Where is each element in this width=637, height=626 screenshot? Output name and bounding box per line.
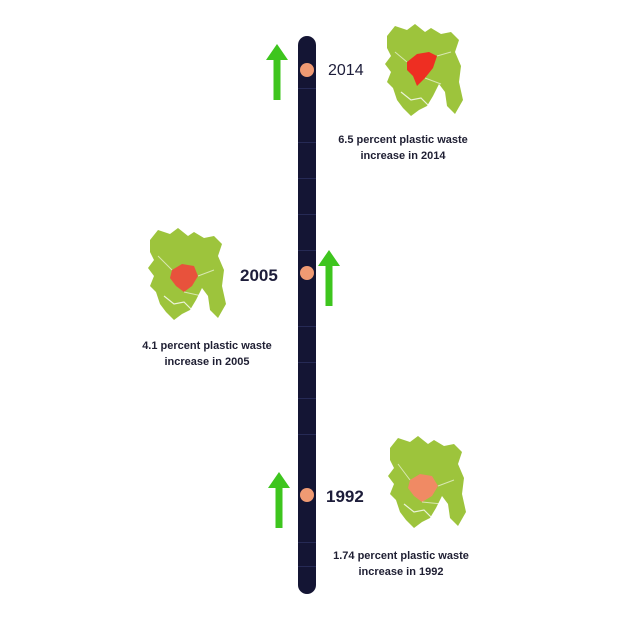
timeline-tick [298,398,316,399]
milestone-caption-2014: 6.5 percent plastic waste increase in 20… [318,132,488,164]
milestone-year-2014: 2014 [328,62,364,79]
timeline-tick [298,178,316,179]
timeline-tick [298,362,316,363]
milestone-dot-1992 [300,488,314,502]
timeline-tick [298,566,316,567]
up-arrow-icon [318,250,340,306]
up-arrow-icon [266,44,288,100]
timeline-tick [298,326,316,327]
bangladesh-map-icon [388,436,466,528]
milestone-caption-1992: 1.74 percent plastic waste increase in 1… [316,548,486,580]
caption-line: increase in 2005 [164,356,250,368]
timeline-tick [298,434,316,435]
timeline-tick [298,542,316,543]
caption-line: increase in 1992 [358,566,444,578]
milestone-dot-2014 [300,63,314,77]
timeline-tick [298,214,316,215]
caption-line: 4.1 percent plastic waste [142,340,272,352]
timeline-tick [298,142,316,143]
milestone-caption-2005: 4.1 percent plastic waste increase in 20… [122,338,292,370]
caption-line: 6.5 percent plastic waste [338,134,468,146]
bangladesh-map-icon [148,228,226,320]
caption-line: increase in 2014 [360,150,446,162]
caption-line: 1.74 percent plastic waste [333,550,469,562]
timeline-bar [298,36,316,594]
timeline-tick [298,250,316,251]
milestone-year-2005: 2005 [240,266,278,285]
timeline-tick [298,88,316,89]
milestone-year-1992: 1992 [326,487,364,506]
milestone-dot-2005 [300,266,314,280]
up-arrow-icon [268,472,290,528]
bangladesh-map-icon [385,24,463,116]
